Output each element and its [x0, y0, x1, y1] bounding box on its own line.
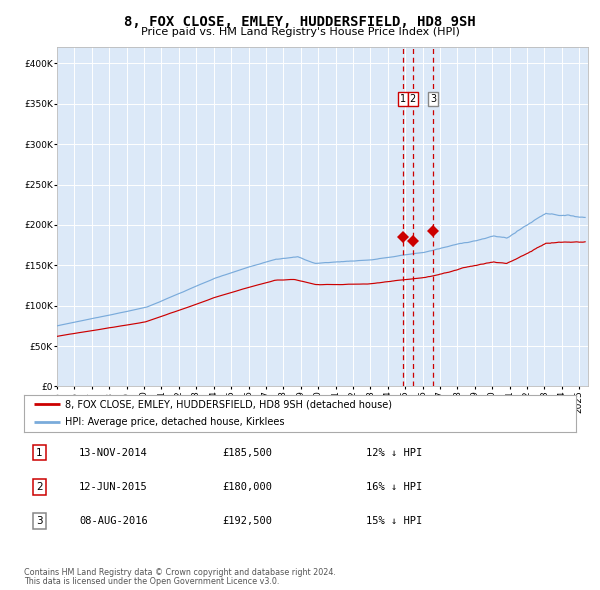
Text: 15% ↓ HPI: 15% ↓ HPI	[366, 516, 422, 526]
Text: 8, FOX CLOSE, EMLEY, HUDDERSFIELD, HD8 9SH: 8, FOX CLOSE, EMLEY, HUDDERSFIELD, HD8 9…	[124, 15, 476, 29]
Text: 3: 3	[36, 516, 43, 526]
Text: 08-AUG-2016: 08-AUG-2016	[79, 516, 148, 526]
Text: 8, FOX CLOSE, EMLEY, HUDDERSFIELD, HD8 9SH (detached house): 8, FOX CLOSE, EMLEY, HUDDERSFIELD, HD8 9…	[65, 399, 392, 409]
Text: 2: 2	[36, 482, 43, 491]
Text: £180,000: £180,000	[223, 482, 273, 491]
Text: £192,500: £192,500	[223, 516, 273, 526]
Text: This data is licensed under the Open Government Licence v3.0.: This data is licensed under the Open Gov…	[24, 578, 280, 586]
Text: 12-JUN-2015: 12-JUN-2015	[79, 482, 148, 491]
Text: Price paid vs. HM Land Registry's House Price Index (HPI): Price paid vs. HM Land Registry's House …	[140, 27, 460, 37]
Text: 1: 1	[36, 448, 43, 457]
Text: 16% ↓ HPI: 16% ↓ HPI	[366, 482, 422, 491]
Text: 3: 3	[430, 94, 436, 104]
Text: Contains HM Land Registry data © Crown copyright and database right 2024.: Contains HM Land Registry data © Crown c…	[24, 568, 336, 577]
Text: HPI: Average price, detached house, Kirklees: HPI: Average price, detached house, Kirk…	[65, 417, 285, 427]
Text: 13-NOV-2014: 13-NOV-2014	[79, 448, 148, 457]
Text: 12% ↓ HPI: 12% ↓ HPI	[366, 448, 422, 457]
Text: 1: 1	[400, 94, 406, 104]
Text: £185,500: £185,500	[223, 448, 273, 457]
Text: 2: 2	[410, 94, 416, 104]
